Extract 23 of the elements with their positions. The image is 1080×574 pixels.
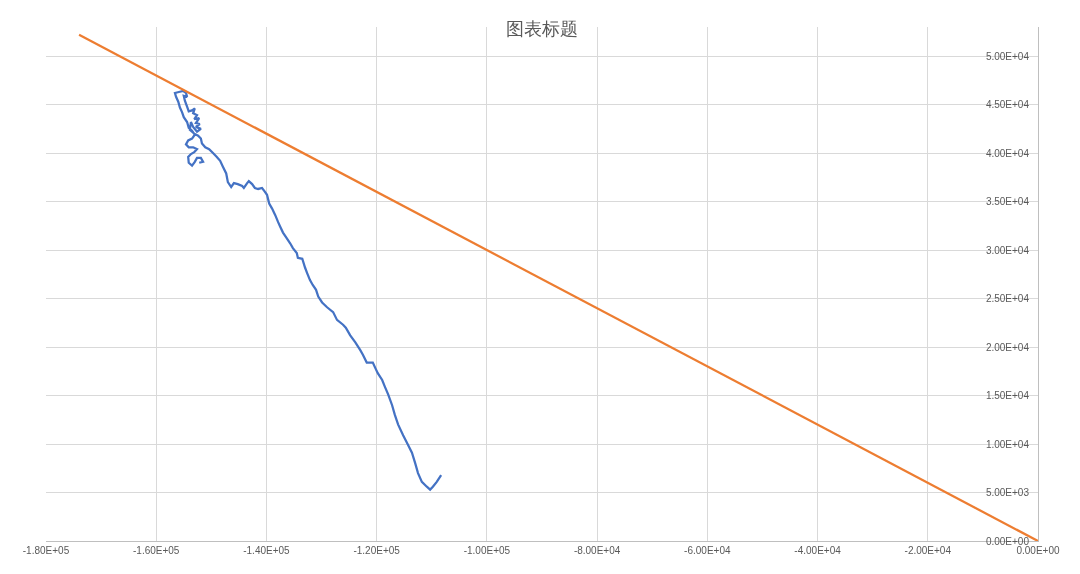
y-tick-label: 0.00E+00 (985, 535, 1030, 547)
x-tick-label: -1.40E+05 (243, 545, 291, 556)
y-tick-label: 1.50E+04 (985, 390, 1030, 402)
x-tick-label: -1.60E+05 (133, 545, 180, 556)
line-series (173, 89, 443, 491)
y-tick-label: 2.50E+04 (985, 293, 1030, 305)
x-tick-label: -6.00E+04 (684, 545, 731, 556)
x-tick-label: -8.00E+04 (573, 545, 621, 556)
x-tick-label: -1.20E+05 (353, 545, 401, 556)
x-tick-label: -4.00E+04 (794, 545, 842, 556)
x-tick-label: -2.00E+04 (904, 545, 952, 556)
x-tick-label: -1.80E+05 (22, 545, 70, 556)
y-tick-label: 4.00E+04 (985, 147, 1030, 159)
y-tick-label: 4.50E+04 (985, 99, 1030, 111)
chart-title: 图表标题 (506, 19, 578, 40)
y-tick-label: 5.00E+04 (985, 50, 1030, 62)
y-tick-label: 1.00E+04 (985, 438, 1030, 450)
y-tick-label: 2.00E+04 (985, 341, 1030, 353)
y-tick-label: 5.00E+03 (985, 487, 1030, 499)
y-tick-label: 3.00E+04 (985, 244, 1030, 256)
x-tick-label: 0.00E+00 (1016, 545, 1060, 556)
x-tick-label: -1.00E+05 (463, 545, 511, 556)
y-tick-label: 3.50E+04 (985, 196, 1030, 208)
